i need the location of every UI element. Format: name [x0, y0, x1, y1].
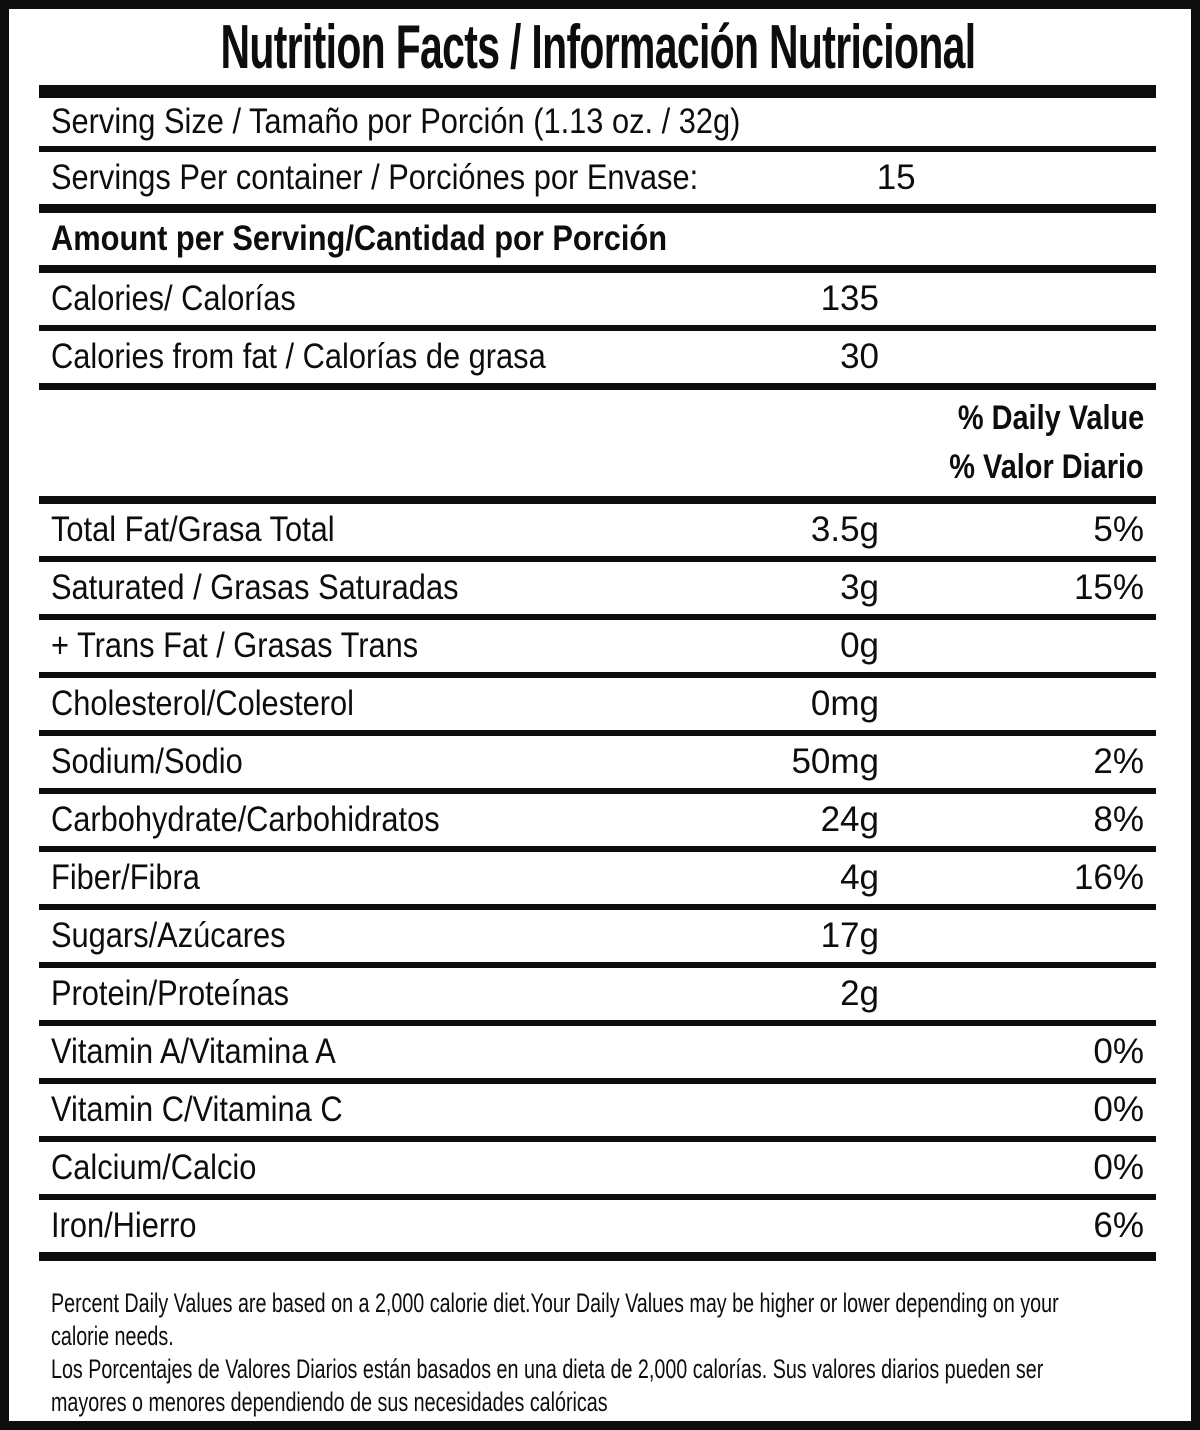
nutrient-row: Sugars/Azúcares 17g — [39, 910, 1156, 962]
nutrient-daily-value: 6% — [1093, 1206, 1144, 1245]
calories-from-fat-value: 30 — [840, 337, 879, 376]
nutrient-label: Total Fat/Grasa Total — [51, 510, 335, 549]
calories-from-fat-label: Calories from fat / Calorías de grasa — [51, 337, 546, 376]
footnote-line-2: calorie needs. — [51, 1321, 174, 1351]
nutrient-amount: 4g — [840, 858, 879, 897]
nutrient-row: Protein/Proteínas 2g — [39, 968, 1156, 1020]
nutrient-row: Fiber/Fibra 4g 16% — [39, 852, 1156, 904]
bottom-divider-bar — [39, 1252, 1156, 1261]
nutrient-label: Fiber/Fibra — [51, 858, 200, 897]
servings-per-container-value: 15 — [876, 158, 916, 197]
nutrient-label: Protein/Proteínas — [51, 974, 289, 1013]
nutrient-row: Total Fat/Grasa Total 3.5g 5% — [39, 504, 1156, 556]
nutrient-daily-value: 5% — [1093, 510, 1144, 549]
nutrient-row: Sodium/Sodio 50mg 2% — [39, 736, 1156, 788]
nutrient-label: Iron/Hierro — [51, 1206, 197, 1245]
divider — [39, 1078, 1156, 1084]
divider — [39, 672, 1156, 678]
divider — [39, 904, 1156, 910]
nutrient-daily-value: 15% — [1073, 568, 1144, 607]
footnote-line-4: mayores o menores dependiendo de sus nec… — [51, 1387, 608, 1417]
daily-value-header-en: % Daily Value — [957, 399, 1144, 437]
nutrient-row: Calcium/Calcio 0% — [39, 1142, 1156, 1194]
label-title: Nutrition Facts / Información Nutriciona… — [219, 12, 976, 82]
nutrient-daily-value: 2% — [1093, 742, 1144, 781]
nutrient-row: Vitamin C/Vitamina C 0% — [39, 1084, 1156, 1136]
nutrient-row: + Trans Fat / Grasas Trans 0g — [39, 620, 1156, 672]
nutrient-daily-value: 0% — [1093, 1090, 1144, 1129]
divider-thick — [39, 265, 1156, 273]
nutrient-amount: 3g — [840, 568, 879, 607]
servings-per-container-label: Servings Per container / Porciónes por E… — [51, 158, 699, 197]
footnote-line-3: Los Porcentajes de Valores Diarios están… — [51, 1354, 1044, 1384]
nutrient-label: Sugars/Azúcares — [51, 916, 286, 955]
nutrient-label: Vitamin C/Vitamina C — [51, 1090, 343, 1129]
nutrient-daily-value: 16% — [1073, 858, 1144, 897]
serving-size-label: Serving Size / Tamaño por Porción (1.13 … — [51, 102, 741, 141]
daily-value-header-es: % Valor Diario — [949, 448, 1144, 486]
divider — [39, 846, 1156, 852]
amount-per-serving-header: Amount per Serving/Cantidad por Porción — [51, 219, 668, 258]
divider-thick — [39, 496, 1156, 504]
nutrient-amount: 24g — [820, 800, 879, 839]
nutrient-label: Cholesterol/Colesterol — [51, 684, 355, 723]
nutrient-amount: 2g — [840, 974, 879, 1013]
calories-row: Calories/ Calorías 135 — [39, 273, 1156, 325]
divider — [39, 325, 1156, 331]
nutrient-label: Sodium/Sodio — [51, 742, 243, 781]
daily-value-header: % Daily Value % Valor Diario — [39, 390, 1156, 496]
footnote: Percent Daily Values are based on a 2,00… — [39, 1261, 1156, 1419]
nutrient-amount: 50mg — [791, 742, 879, 781]
calories-from-fat-row: Calories from fat / Calorías de grasa 30 — [39, 331, 1156, 383]
footnote-line-1: Percent Daily Values are based on a 2,00… — [51, 1288, 1059, 1318]
label-header: Nutrition Facts / Información Nutriciona… — [39, 9, 1156, 85]
nutrient-amount: 3.5g — [810, 510, 879, 549]
nutrient-label: Vitamin A/Vitamina A — [51, 1032, 336, 1071]
nutrient-amount: 0g — [840, 626, 879, 665]
divider — [39, 730, 1156, 736]
nutrient-label: Saturated / Grasas Saturadas — [51, 568, 459, 607]
divider — [39, 556, 1156, 562]
nutrient-row: Iron/Hierro 6% — [39, 1200, 1156, 1252]
divider — [39, 146, 1156, 152]
divider-thick — [39, 204, 1156, 213]
nutrient-row: Vitamin A/Vitamina A 0% — [39, 1026, 1156, 1078]
calories-label: Calories/ Calorías — [51, 279, 296, 318]
nutrient-daily-value: 8% — [1093, 800, 1144, 839]
title-divider-bar — [39, 85, 1156, 98]
serving-size-row: Serving Size / Tamaño por Porción (1.13 … — [39, 98, 1156, 146]
servings-per-container-row: Servings Per container / Porciónes por E… — [39, 152, 1156, 204]
nutrient-amount: 0mg — [810, 684, 879, 723]
calories-value: 135 — [820, 279, 879, 318]
nutrient-row: Saturated / Grasas Saturadas 3g 15% — [39, 562, 1156, 614]
nutrient-row: Carbohydrate/Carbohidratos 24g 8% — [39, 794, 1156, 846]
divider — [39, 788, 1156, 794]
nutrient-label: Carbohydrate/Carbohidratos — [51, 800, 440, 839]
divider — [39, 614, 1156, 620]
divider — [39, 383, 1156, 390]
nutrient-amount: 17g — [820, 916, 879, 955]
divider — [39, 1020, 1156, 1026]
divider — [39, 962, 1156, 968]
nutrient-label: Calcium/Calcio — [51, 1148, 257, 1187]
amount-per-serving-header-row: Amount per Serving/Cantidad por Porción — [39, 213, 1156, 265]
nutrient-row: Cholesterol/Colesterol 0mg — [39, 678, 1156, 730]
nutrients-table: Total Fat/Grasa Total 3.5g 5% Saturated / G… — [39, 504, 1156, 1252]
nutrient-label: + Trans Fat / Grasas Trans — [51, 626, 419, 665]
divider — [39, 1194, 1156, 1200]
divider — [39, 1136, 1156, 1142]
nutrient-daily-value: 0% — [1093, 1032, 1144, 1071]
nutrient-daily-value: 0% — [1093, 1148, 1144, 1187]
